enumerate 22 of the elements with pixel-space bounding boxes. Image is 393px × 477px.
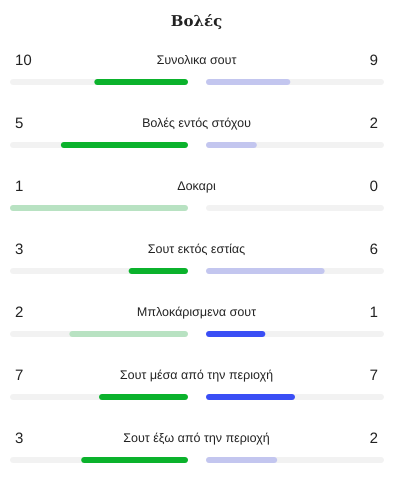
data-label: 3 <box>15 241 24 258</box>
data-label: 2 <box>15 304 24 321</box>
category-label: Σουτ μέσα από την περιοχή <box>120 368 274 382</box>
category-label: Βολές εντός στόχου <box>142 116 252 130</box>
data-label: 6 <box>370 241 378 258</box>
data-label: 9 <box>370 52 378 69</box>
category-label: Σουτ έξω από την περιοχή <box>123 431 270 445</box>
data-label: 1 <box>370 304 378 321</box>
category-label: Συνολικα σουτ <box>156 53 236 67</box>
data-label: 7 <box>15 367 24 384</box>
category-label: Σουτ εκτός εστίας <box>148 242 246 256</box>
data-label: 1 <box>15 178 24 195</box>
data-label: 2 <box>370 430 378 447</box>
category-label: Μπλοκάρισμενα σουτ <box>136 305 256 319</box>
data-label: 0 <box>370 178 378 195</box>
data-label: 7 <box>370 367 378 384</box>
data-label: 3 <box>15 430 24 447</box>
category-label: Δοκαρι <box>177 179 216 193</box>
data-label: 10 <box>15 52 32 69</box>
text: Βολές <box>170 12 222 30</box>
data-label: 5 <box>15 115 24 132</box>
data-label: 2 <box>370 115 378 132</box>
